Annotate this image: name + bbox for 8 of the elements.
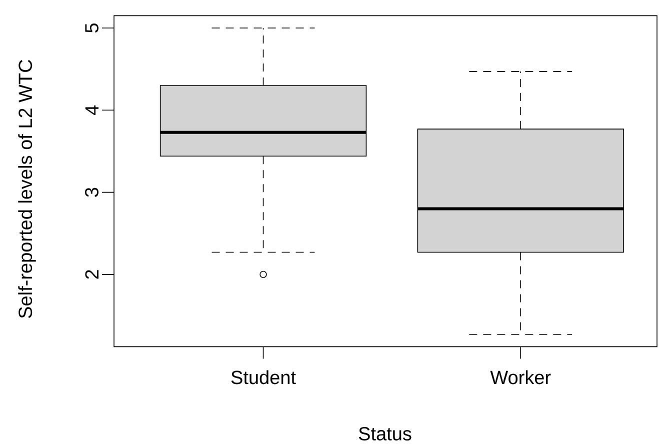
y-tick-label: 5 xyxy=(85,24,98,33)
y-axis-title: Self-reported levels of L2 WTC xyxy=(18,60,36,318)
y-tick-label: 4 xyxy=(85,105,98,115)
x-tick-label: Worker xyxy=(490,370,551,384)
y-tick-label: 3 xyxy=(85,188,98,197)
x-axis-title: Status xyxy=(358,427,412,440)
x-tick-label: Student xyxy=(231,370,296,384)
y-tick-label: 2 xyxy=(85,270,98,279)
